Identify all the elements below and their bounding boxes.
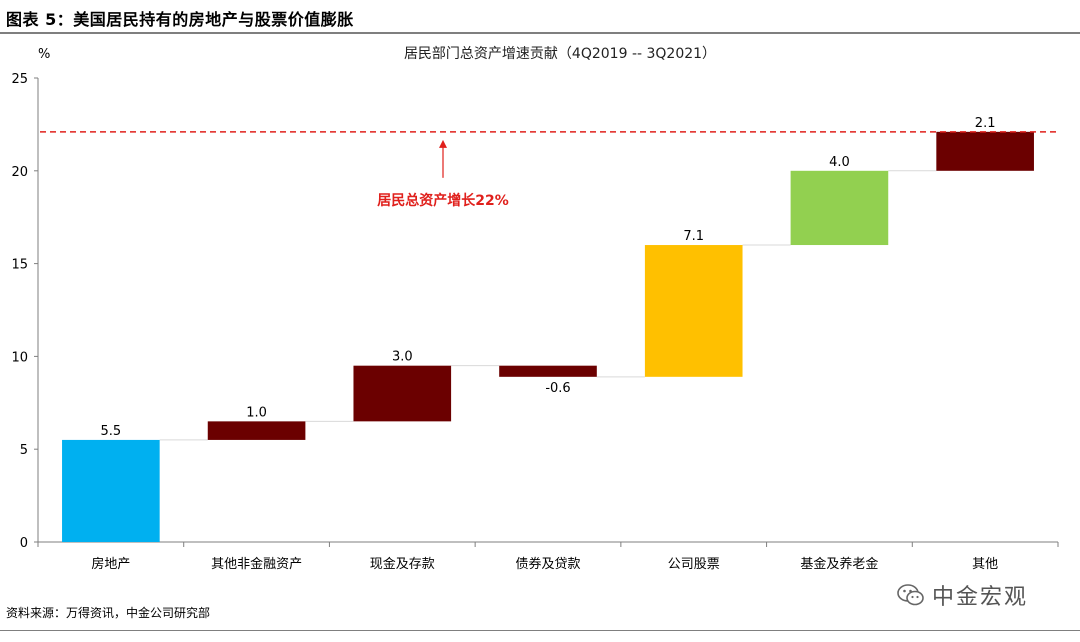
category-label: 债券及贷款 [515, 556, 580, 572]
bars [62, 131, 1034, 542]
data-label: 4.0 [829, 155, 850, 170]
top-divider [0, 32, 1080, 34]
data-label: -0.6 [545, 381, 570, 396]
bar [790, 170, 889, 246]
category-label: 房地产 [91, 556, 130, 572]
connectors [159, 170, 937, 441]
category-labels: 房地产 其他非金融资产 现金及存款 债券及贷款 公司股票 基金及养老金 其他 [91, 556, 998, 572]
source-note: 资料来源：万得资讯，中金公司研究部 [6, 606, 211, 620]
waterfall-chart: 居民部门总资产增速贡献（4Q2019 -- 3Q2021） % 0 5 10 15 20… [11, 46, 1059, 572]
category-label: 其他非金融资产 [211, 556, 302, 572]
bar [62, 439, 160, 542]
y-tick-label: 25 [11, 72, 28, 87]
bar [499, 365, 597, 377]
watermark: 中金宏观 [896, 578, 1056, 612]
data-label: 5.5 [101, 424, 122, 439]
y-tick-label: 5 [20, 443, 28, 458]
annotation-arrowhead [439, 139, 447, 148]
figure-title: 图表 5：美国居民持有的房地产与股票价值膨胀 [6, 10, 354, 29]
bar [936, 131, 1034, 171]
y-tick-label: 10 [11, 350, 28, 365]
data-label: 2.1 [975, 116, 996, 131]
category-label: 公司股票 [668, 557, 720, 572]
bottom-divider [0, 630, 1080, 631]
data-labels: 5.5 1.0 3.0 -0.6 7.1 4.0 2.1 [101, 116, 996, 439]
data-label: 1.0 [246, 405, 267, 420]
watermark-text: 中金宏观 [932, 585, 1029, 610]
y-tick-label: 15 [11, 258, 28, 273]
y-axis-label: % [38, 47, 50, 62]
category-label: 基金及养老金 [800, 556, 878, 572]
data-label: 3.0 [392, 350, 413, 365]
category-label: 现金及存款 [370, 556, 435, 572]
wechat-icon [897, 584, 924, 606]
category-label: 其他 [972, 557, 998, 572]
bar [644, 245, 743, 377]
annotation-text: 居民总资产增长22% [377, 192, 509, 209]
reference-line-group: 居民总资产增长22% [40, 131, 1058, 209]
bar [207, 421, 306, 440]
bar [353, 365, 452, 422]
axes: 0 5 10 15 20 25 [11, 72, 1059, 551]
chart-title: 居民部门总资产增速贡献（4Q2019 -- 3Q2021） [404, 46, 716, 62]
y-tick-label: 20 [11, 165, 28, 180]
data-label: 7.1 [683, 229, 704, 244]
y-tick-label: 0 [20, 536, 28, 551]
